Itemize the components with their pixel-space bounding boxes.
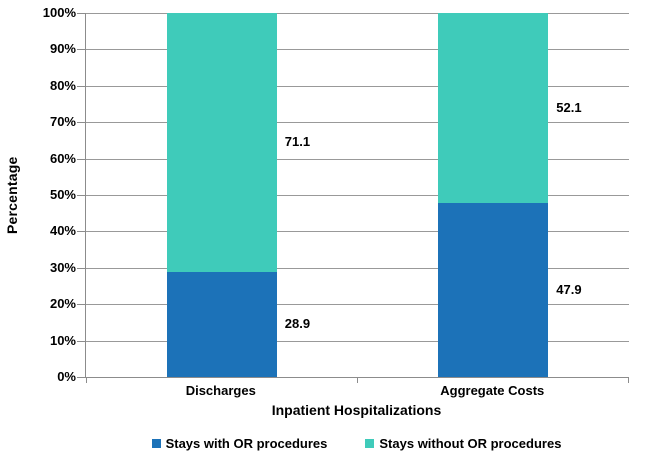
y-tick-label-10: 10% — [49, 332, 76, 348]
y-axis-tick-labels: 0% 10% 20% 30% 40% 50% 60% 70% 80% 90% 100% — [0, 5, 76, 384]
legend: Stays with OR procedures Stays without O… — [85, 436, 628, 451]
bar-segment-1 — [438, 13, 549, 203]
gridline-40 — [86, 231, 629, 233]
y-tick-label-70: 70% — [49, 114, 76, 130]
y-tick-label-20: 20% — [49, 296, 76, 312]
gridline-70 — [86, 122, 629, 124]
gridline-80 — [86, 85, 629, 87]
y-tick-label-80: 80% — [49, 77, 76, 93]
bar-aggregate-costs — [438, 13, 549, 377]
x-tick-2 — [628, 378, 629, 383]
data-label: 71.1 — [284, 134, 311, 150]
data-label: 52.1 — [556, 99, 582, 115]
gridline-100 — [86, 13, 629, 14]
legend-label-without-or: Stays without OR procedures — [379, 436, 562, 451]
bar-segment-1 — [166, 13, 277, 272]
gridline-10 — [86, 340, 629, 342]
y-tick-0 — [77, 377, 86, 378]
data-label: 47.9 — [556, 281, 582, 297]
y-tick-label-90: 90% — [49, 41, 76, 57]
bar-segment-0 — [166, 271, 277, 377]
y-tick-80 — [77, 85, 86, 87]
y-tick-30 — [77, 267, 86, 269]
y-tick-100 — [77, 13, 86, 14]
gridline-30 — [86, 267, 629, 269]
category-label-discharges: Discharges — [185, 383, 256, 398]
x-axis-title: Inpatient Hospitalizations — [271, 402, 442, 418]
y-tick-40 — [77, 231, 86, 233]
y-tick-70 — [77, 122, 86, 124]
y-tick-label-30: 30% — [49, 259, 76, 275]
gridline-60 — [86, 158, 629, 160]
y-tick-label-0: 0% — [57, 369, 76, 384]
gridline-50 — [86, 195, 629, 196]
y-tick-label-50: 50% — [49, 187, 76, 202]
x-tick-1 — [356, 378, 358, 383]
legend-item-without-or: Stays without OR procedures — [365, 436, 561, 451]
x-axis-category-labels: Discharges Aggregate Costs — [85, 383, 628, 398]
x-tick-0 — [86, 378, 87, 383]
y-tick-20 — [77, 304, 86, 306]
category-label-aggregate-costs: Aggregate Costs — [440, 383, 545, 398]
data-label: 28.9 — [284, 316, 311, 332]
bar-segment-0 — [438, 202, 549, 377]
y-tick-label-40: 40% — [49, 223, 76, 239]
y-tick-10 — [77, 340, 86, 342]
legend-swatch-with-or — [151, 439, 161, 448]
gridline-20 — [86, 304, 629, 306]
bar-discharges — [166, 13, 277, 377]
legend-item-with-or: Stays with OR procedures — [151, 436, 328, 451]
y-tick-label-60: 60% — [49, 150, 76, 166]
gridline-90 — [86, 49, 629, 51]
legend-swatch-without-or — [365, 439, 375, 448]
plot-area: 28.9 71.1 47.9 52.1 — [77, 13, 629, 383]
y-tick-label-100: 100% — [42, 5, 76, 20]
y-tick-50 — [77, 195, 86, 196]
y-tick-60 — [77, 158, 86, 160]
legend-label-with-or: Stays with OR procedures — [165, 436, 328, 451]
y-tick-90 — [77, 49, 86, 51]
